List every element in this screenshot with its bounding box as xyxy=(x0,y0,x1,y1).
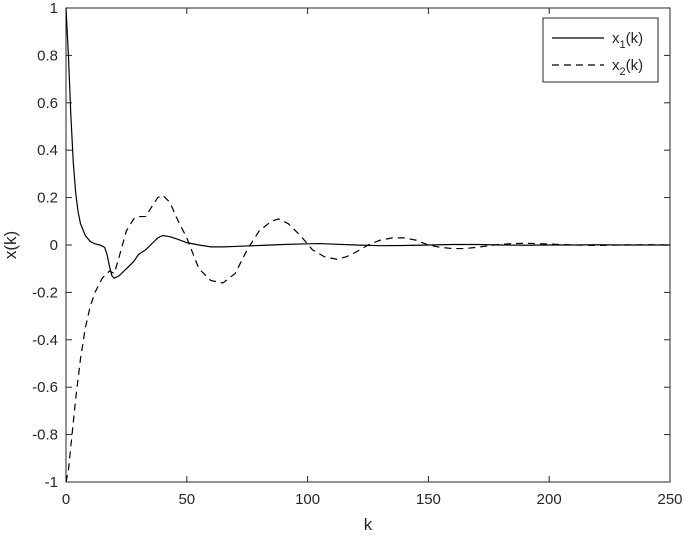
legend-label-suffix: (k) xyxy=(626,57,644,74)
y-tick-label: 1 xyxy=(50,0,58,17)
legend-label-main: x xyxy=(612,57,620,74)
y-axis-label: x(k) xyxy=(1,231,20,259)
legend-box xyxy=(542,17,659,83)
tick-labels: 0 50 100 150 200 250 -1 -0.8 -0.6 -0.4 -0.2 0 0.2 0.4… xyxy=(32,0,682,508)
y-tick-label: -0.6 xyxy=(32,379,58,396)
x-axis-label: k xyxy=(364,515,373,534)
y-tick-label: -1 xyxy=(45,474,58,491)
y-tick-label: 0.2 xyxy=(37,190,58,207)
y-tick-label: -0.8 xyxy=(32,427,58,444)
y-tick-label: 0.4 xyxy=(37,142,58,159)
axis-ticks xyxy=(65,7,671,483)
series-line-1 xyxy=(65,7,670,279)
legend-label-1: x1(k) xyxy=(612,30,643,51)
y-tick-label: 0 xyxy=(50,237,58,254)
x-tick-label: 100 xyxy=(295,491,320,508)
legend-label-suffix: (k) xyxy=(626,30,644,47)
x-tick-label: 0 xyxy=(62,491,70,508)
y-tick-label: -0.2 xyxy=(32,284,58,301)
x-tick-label: 50 xyxy=(178,491,195,508)
legend: x1(k)x2(k) xyxy=(542,17,659,83)
x-tick-label: 150 xyxy=(416,491,441,508)
legend-label-main: x xyxy=(612,30,620,47)
x-tick-label: 250 xyxy=(657,491,682,508)
y-tick-label: 0.8 xyxy=(37,47,58,64)
series-layer xyxy=(65,7,671,483)
series-line-2 xyxy=(65,194,671,483)
x-tick-label: 200 xyxy=(537,491,562,508)
legend-label-subscript: 2 xyxy=(620,66,626,78)
legend-label-subscript: 1 xyxy=(620,39,626,51)
y-tick-label: -0.4 xyxy=(32,332,58,349)
y-tick-label: 0.6 xyxy=(37,95,58,112)
legend-label-2: x2(k) xyxy=(612,57,643,78)
